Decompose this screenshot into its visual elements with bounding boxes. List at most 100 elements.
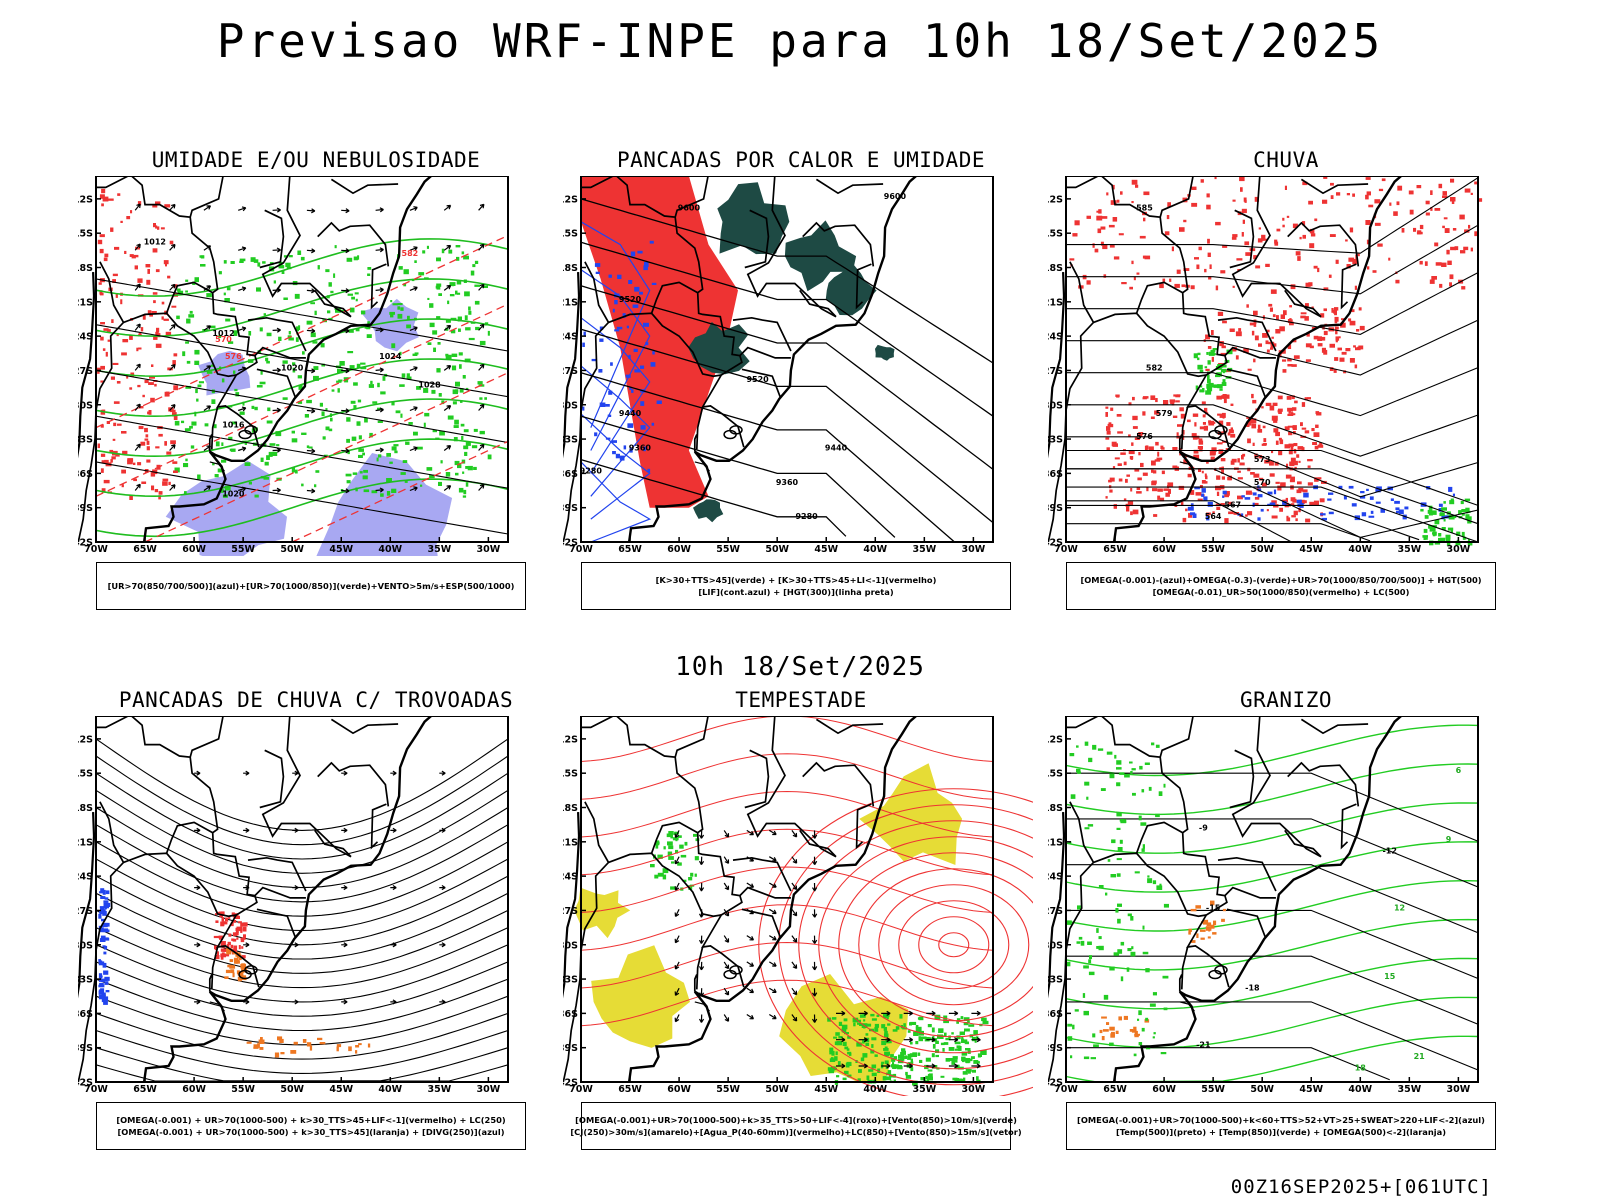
humidity-low-level-dot (487, 330, 490, 336)
border-line (799, 829, 837, 858)
lat-tick-label: 33S (1048, 975, 1063, 986)
temp850-dots-dot (1066, 920, 1072, 925)
wind-green-dot (903, 1023, 906, 1028)
border-line (165, 281, 214, 314)
temp850-dots-dot (1117, 918, 1121, 924)
rain-red-dot (1241, 454, 1244, 460)
humidity-low-level-dot (248, 331, 252, 336)
rain-green-dot (1428, 525, 1434, 529)
lon-tick-label: 70W (1054, 1084, 1078, 1095)
divergence-blue-dot (103, 900, 109, 903)
rain-red-dot (1269, 405, 1275, 411)
thickness-red-dot (133, 462, 136, 465)
rain-red-dot (1118, 478, 1123, 482)
border-line (732, 316, 792, 352)
border-line (1159, 176, 1194, 218)
temperature-label: 6 (1456, 766, 1462, 775)
rain-red-dot (1074, 220, 1080, 226)
wind-vector (409, 406, 418, 412)
rain-red-dot (1430, 207, 1433, 211)
lifted-index-blue-dot (607, 414, 612, 417)
wind-vector (341, 770, 348, 776)
rain-blue-dot (1441, 514, 1445, 520)
wind-green-dot (952, 1077, 958, 1081)
lc850-contour (580, 828, 994, 876)
thunder-red (213, 911, 248, 960)
thickness-red-dot (133, 478, 137, 482)
rain-red-dot (1279, 353, 1282, 358)
wind-vector (238, 286, 247, 292)
lat-tick-label: 12S (78, 194, 93, 205)
rain-green-dot (1205, 390, 1212, 395)
humidity-low-level-dot (259, 327, 263, 332)
lifted-index-blue-dot (614, 293, 620, 298)
rain-red-dot (1232, 199, 1236, 202)
lon-tick-label: 70W (569, 1084, 593, 1095)
thickness-label: 576 (225, 352, 242, 361)
rain-red-dot (1128, 434, 1131, 438)
rain-green-dot (1199, 369, 1204, 373)
wind-vector (375, 247, 384, 253)
wind-green-dot (895, 1026, 900, 1030)
wind-green-dot (982, 1020, 989, 1025)
lifted-index-blue-dot (610, 362, 613, 366)
border-line (741, 908, 781, 938)
wind-green-dot (670, 834, 673, 839)
humidity-low-level-dot (451, 284, 455, 287)
rain-red-dot (1100, 226, 1106, 230)
lifted-index-blue-dot (645, 342, 649, 346)
lake-outline (1214, 965, 1228, 975)
thunder-orange-dot (348, 1046, 352, 1052)
thickness-red-dot (113, 422, 117, 427)
humidity-low-level-dot (233, 330, 239, 334)
wind-vector (409, 286, 418, 291)
thunder-red-dot (238, 921, 242, 924)
humidity-upper-area (165, 460, 287, 556)
rain-red-dot (1209, 264, 1212, 269)
map-pancadas-calor: 9600960095209520944094409360936092809280… (563, 176, 994, 555)
thunder-red-dot (230, 944, 234, 949)
temp850-dots-dot (1100, 788, 1106, 791)
lat-tick-label: 30S (1048, 400, 1063, 411)
rain-red-dot (1450, 178, 1455, 183)
humidity-low-level-dot (380, 493, 384, 497)
rain-red-dot (1323, 308, 1327, 312)
temp850-dots-dot (1087, 941, 1092, 945)
rain-blue-dot (1203, 496, 1208, 501)
humidity-low-level-dot (406, 373, 410, 378)
humidity-low-level-dot (468, 337, 475, 341)
rain-red-dot (1292, 425, 1297, 430)
temp850-dots-dot (1066, 961, 1071, 967)
temp850-dots-dot (1067, 1036, 1073, 1041)
rain-red-dot (1123, 498, 1127, 501)
omega-orange-dot (1099, 1029, 1103, 1034)
humidity-low-level-dot (214, 474, 219, 478)
rain-red-dot (1113, 256, 1120, 260)
temp850-dots-dot (1126, 967, 1130, 972)
rain-red-dot (1241, 232, 1244, 237)
border-line (581, 716, 745, 988)
humidity-low-level-dot (339, 361, 345, 366)
wind-green-dot (960, 1016, 964, 1020)
rain-red-dot (1348, 257, 1355, 262)
rain-red-dot (1293, 443, 1298, 447)
wind-vector (768, 987, 777, 993)
temp850-dots-dot (1098, 936, 1102, 940)
temp850-dots-dot (1120, 976, 1124, 982)
wind-green-dot (876, 1014, 880, 1017)
wind-green-dot (842, 1077, 847, 1081)
rain-red-dot (1180, 413, 1186, 419)
thickness-red-dot (141, 481, 147, 484)
rain-red-dot (1215, 285, 1219, 291)
humidity-low-level-dot (328, 282, 332, 287)
humidity-low-level-dot (452, 401, 457, 405)
rain-red-dot (1258, 477, 1264, 481)
humidity-low-level-dot (357, 399, 362, 403)
humidity-low-level-dot (195, 388, 198, 394)
rain-red-dot (1181, 284, 1186, 288)
rain-red-dot (1247, 511, 1253, 516)
humidity-low-level-dot (397, 313, 403, 319)
rain-blue-dot (1303, 492, 1309, 498)
rain-red-dot (1205, 334, 1210, 340)
wind-green-dot (838, 1021, 843, 1026)
